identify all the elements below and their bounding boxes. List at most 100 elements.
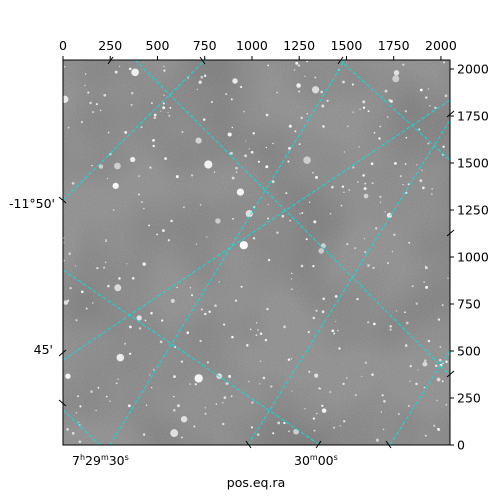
star — [107, 131, 110, 134]
star — [95, 409, 97, 412]
star — [318, 248, 325, 254]
dec-tick-mark-right-1 — [446, 110, 455, 118]
grid-line-6 — [63, 269, 321, 445]
star — [411, 285, 414, 288]
world-tick-marks — [58, 56, 455, 449]
star — [195, 243, 198, 245]
star — [331, 185, 334, 189]
star — [265, 113, 269, 117]
star — [326, 99, 329, 102]
star — [288, 430, 290, 433]
star — [265, 165, 269, 169]
star — [314, 76, 317, 79]
star — [404, 311, 406, 314]
star — [163, 69, 166, 72]
star — [427, 339, 431, 343]
pixel-x-tick-label-8: 2000 — [425, 38, 457, 53]
star — [159, 340, 163, 344]
star — [182, 206, 185, 209]
star — [423, 386, 425, 389]
star — [181, 436, 183, 439]
star — [287, 160, 290, 163]
star — [422, 361, 428, 367]
star — [297, 64, 301, 67]
star — [447, 277, 449, 279]
star — [267, 203, 269, 206]
star — [404, 110, 408, 113]
star — [175, 175, 179, 179]
star — [161, 319, 164, 322]
star — [334, 295, 338, 298]
star — [387, 262, 389, 264]
star — [173, 395, 175, 398]
star — [364, 361, 367, 364]
star — [290, 288, 293, 291]
star — [250, 150, 254, 154]
star — [221, 422, 225, 426]
star — [329, 212, 332, 215]
star — [315, 175, 318, 179]
star — [362, 106, 366, 109]
star — [75, 411, 78, 414]
star — [235, 166, 238, 170]
star — [152, 139, 155, 142]
pixel-y-tick-label-0: 0 — [457, 438, 465, 453]
dec-tick-mark-left-2 — [58, 349, 67, 357]
star — [357, 181, 359, 183]
star — [289, 219, 292, 222]
star — [312, 417, 316, 420]
grid-line-8 — [63, 409, 101, 445]
star — [215, 218, 221, 224]
star — [429, 105, 431, 107]
star — [321, 310, 325, 314]
ra-tick-mark-bottom-3 — [385, 440, 392, 449]
star — [199, 204, 202, 206]
pixel-y-tick-label-7: 1750 — [457, 109, 489, 124]
star — [383, 400, 386, 403]
star — [375, 227, 378, 230]
star — [114, 70, 118, 74]
star — [85, 307, 88, 310]
star — [129, 325, 132, 329]
star — [63, 65, 66, 68]
star — [149, 166, 152, 169]
star — [424, 359, 427, 362]
pixel-y-tick-label-8: 2000 — [457, 62, 489, 77]
star — [142, 262, 146, 266]
star — [177, 404, 180, 408]
star — [362, 174, 365, 177]
star — [343, 191, 345, 193]
star — [213, 171, 216, 173]
star — [291, 272, 293, 275]
star — [218, 281, 220, 283]
star — [127, 404, 131, 408]
star — [225, 382, 229, 385]
star — [352, 166, 355, 169]
pixel-y-tick-label-1: 250 — [457, 391, 481, 406]
star — [215, 403, 218, 405]
star — [382, 428, 385, 431]
star — [367, 110, 370, 113]
star — [163, 65, 165, 68]
star — [252, 132, 255, 135]
star — [189, 287, 192, 289]
star — [90, 390, 93, 393]
star — [421, 169, 423, 171]
pixel-x-tick-label-4: 1000 — [236, 38, 268, 53]
star — [431, 188, 433, 190]
star — [231, 335, 234, 339]
star — [333, 426, 335, 429]
star — [170, 219, 173, 223]
star — [272, 142, 274, 145]
star — [190, 294, 194, 297]
star — [109, 152, 112, 156]
star — [305, 238, 308, 241]
star — [405, 136, 408, 139]
star — [287, 358, 291, 361]
star — [423, 281, 425, 283]
star — [75, 319, 78, 322]
star — [138, 175, 140, 177]
star — [270, 385, 273, 388]
star-field — [63, 60, 450, 444]
star — [331, 329, 335, 333]
